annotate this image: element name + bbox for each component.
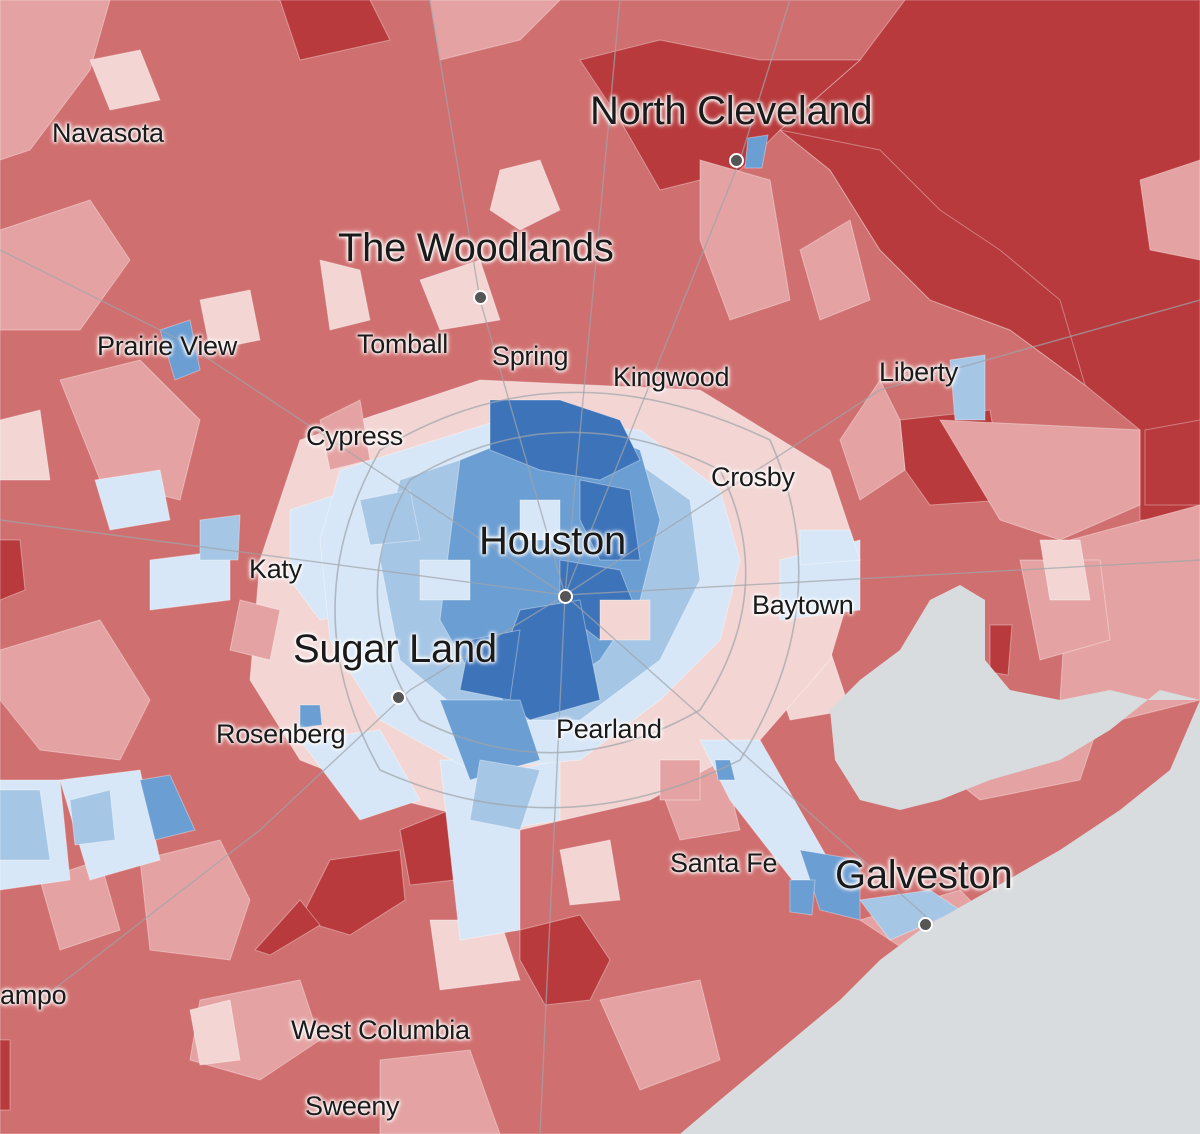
road-line bbox=[0, 519, 566, 596]
precinct-suburb-16 bbox=[0, 789, 51, 861]
place-label-cypress[interactable]: Cypress bbox=[306, 421, 403, 451]
precinct-urban-3 bbox=[489, 399, 641, 481]
precinct-rep-32 bbox=[39, 859, 121, 951]
precinct-suburb-22 bbox=[744, 134, 769, 169]
precinct-urban-13 bbox=[599, 599, 651, 641]
precinct-suburb-20 bbox=[139, 774, 196, 841]
galveston-bay bbox=[830, 585, 1200, 810]
road-line bbox=[539, 594, 566, 1134]
precinct-rep-38 bbox=[1039, 539, 1091, 601]
road-line bbox=[564, 594, 931, 921]
precinct-rep-7 bbox=[989, 624, 1013, 676]
place-label-north-cleveland[interactable]: North Cleveland bbox=[590, 89, 873, 133]
place-label-spring[interactable]: Spring bbox=[492, 341, 569, 371]
road-line bbox=[0, 249, 566, 596]
place-label-crosby[interactable]: Crosby bbox=[711, 462, 795, 492]
precinct-rep-26 bbox=[379, 1049, 501, 1134]
houston-dot bbox=[558, 589, 573, 604]
precinct-rep-17 bbox=[939, 419, 1141, 541]
place-label-baytown[interactable]: Baytown bbox=[752, 590, 854, 620]
place-label-navasota[interactable]: Navasota bbox=[52, 118, 164, 148]
precinct-suburb-2 bbox=[229, 599, 281, 661]
precinct-suburb-10 bbox=[94, 469, 171, 531]
precinct-urban-11 bbox=[419, 559, 471, 601]
precinct-rep-12 bbox=[0, 539, 26, 601]
place-label-the-woodlands[interactable]: The Woodlands bbox=[338, 226, 614, 270]
precinct-rep-13 bbox=[0, 1039, 11, 1111]
place-label-campo[interactable]: ampo bbox=[0, 980, 67, 1010]
precinct-urban-16 bbox=[789, 879, 816, 916]
precinct-rep-5 bbox=[1144, 419, 1200, 506]
precinct-suburb-3 bbox=[659, 759, 701, 801]
precinct-rep-39 bbox=[89, 49, 161, 111]
precinct-rep-18 bbox=[1059, 504, 1200, 721]
precinct-urban-10 bbox=[359, 489, 421, 546]
sugar-land-dot bbox=[391, 690, 406, 705]
gulf-water bbox=[680, 585, 1200, 1134]
place-label-rosenberg[interactable]: Rosenberg bbox=[216, 719, 346, 749]
place-label-prairie-view[interactable]: Prairie View bbox=[97, 331, 237, 361]
place-label-kingwood[interactable]: Kingwood bbox=[613, 362, 730, 392]
precinct-rep-3 bbox=[279, 0, 391, 61]
place-label-sweeny[interactable]: Sweeny bbox=[305, 1091, 400, 1121]
precinct-suburb-15 bbox=[199, 514, 241, 561]
place-label-pearland[interactable]: Pearland bbox=[556, 714, 662, 744]
precinct-rep-10 bbox=[519, 914, 611, 1006]
precinct-rep-24 bbox=[139, 839, 251, 961]
road-line bbox=[334, 391, 800, 809]
north-cleveland-dot bbox=[729, 153, 744, 168]
precinct-rep-19 bbox=[839, 379, 906, 501]
precinct-suburb-21 bbox=[299, 704, 323, 729]
gulf-of-mexico bbox=[680, 700, 1200, 1134]
road-line bbox=[376, 431, 747, 754]
place-label-liberty[interactable]: Liberty bbox=[879, 357, 958, 387]
precinct-rep-20 bbox=[699, 159, 791, 321]
precinct-rep-21 bbox=[0, 199, 131, 331]
precinct-suburb-14 bbox=[799, 529, 861, 566]
precinct-suburb-18 bbox=[949, 354, 986, 421]
precinct-rep-35 bbox=[419, 259, 501, 331]
precinct-suburb-1 bbox=[319, 399, 371, 471]
precinct-rep-34 bbox=[319, 259, 371, 331]
precinct-rep-36 bbox=[489, 159, 561, 231]
precinct-rep-16 bbox=[1139, 159, 1200, 261]
the-woodlands-dot bbox=[473, 290, 488, 305]
precinct-rep-22 bbox=[59, 359, 201, 501]
precinct-rep-42 bbox=[189, 999, 241, 1066]
precinct-rep-27 bbox=[599, 979, 721, 1091]
precinct-rep-23 bbox=[0, 619, 151, 761]
precinct-rep-37 bbox=[199, 289, 261, 351]
galveston-dot bbox=[918, 917, 933, 932]
place-label-santa-fe[interactable]: Santa Fe bbox=[670, 848, 778, 878]
precinct-suburb-17 bbox=[69, 789, 116, 846]
precinct-rep-14 bbox=[0, 0, 111, 161]
precinct-rep-11 bbox=[254, 899, 321, 956]
road-line bbox=[39, 594, 566, 1001]
place-label-houston[interactable]: Houston bbox=[479, 519, 626, 563]
precinct-rep-33 bbox=[799, 219, 871, 321]
place-label-tomball[interactable]: Tomball bbox=[357, 329, 448, 359]
precinct-rep-43 bbox=[559, 839, 621, 906]
place-label-galveston[interactable]: Galveston bbox=[835, 853, 1013, 897]
place-label-west-columbia[interactable]: West Columbia bbox=[291, 1015, 470, 1045]
place-label-sugar-land[interactable]: Sugar Land bbox=[293, 627, 497, 671]
road-line bbox=[564, 299, 1200, 596]
road-line bbox=[564, 559, 1200, 596]
road-line bbox=[564, 0, 621, 596]
precinct-urban-8 bbox=[439, 699, 541, 781]
precinct-urban-12 bbox=[519, 499, 561, 541]
place-label-katy[interactable]: Katy bbox=[249, 554, 302, 584]
precinct-rep-44 bbox=[0, 409, 51, 481]
precinct-suburb-5 bbox=[299, 729, 421, 821]
precinct-rep-1 bbox=[779, 129, 1086, 387]
precinct-rep-2 bbox=[579, 39, 862, 191]
